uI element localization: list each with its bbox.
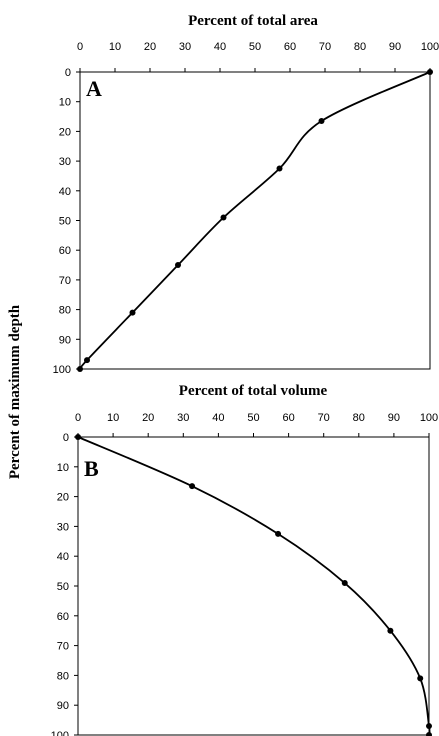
panel-b-y-tick-label: 90: [57, 700, 69, 712]
panel-b-x-tick-label: 80: [353, 412, 365, 424]
panel-a-y-tick-label: 40: [59, 186, 71, 198]
panel-a-x-tick-label: 90: [389, 41, 401, 53]
panel-b-data-point: [387, 627, 394, 634]
panel-b-y-tick-label: 70: [57, 641, 69, 653]
panel-b-y-tick-label: 100: [51, 730, 69, 736]
panel-a-x-tick-label: 30: [179, 41, 191, 53]
panel-b-x-tick-label: 90: [388, 412, 400, 424]
panel-b-x-tick-label: 30: [177, 412, 189, 424]
panel-b-x-tick-label: 70: [318, 412, 330, 424]
panel-a-x-ticks: 0 10 20 30 40 50 60 70 80 90 100: [77, 41, 439, 72]
panel-a-data-point: [276, 165, 283, 172]
panel-a-x-tick-label: 70: [319, 41, 331, 53]
panel-a: Percent of total area A 0 10 20 30 40 50 60 70 8…: [53, 13, 439, 376]
panel-b-letter: B: [84, 456, 99, 481]
panel-a-x-tick-label: 80: [354, 41, 366, 53]
panel-a-plot-frame: [79, 71, 431, 370]
panel-a-y-tick-label: 20: [59, 126, 71, 138]
panel-a-data-point: [84, 357, 90, 364]
panel-b-x-tick-label: 50: [247, 412, 259, 424]
panel-b-y-tick-label: 80: [57, 670, 69, 682]
panel-b-y-tick-label: 30: [57, 521, 69, 533]
panel-a-data-point: [77, 366, 83, 372]
panel-a-y-tick-label: 50: [59, 216, 71, 228]
panel-a-data-point: [318, 118, 325, 125]
panel-b-x-tick-label: 10: [107, 412, 119, 424]
panel-b-data-point: [189, 483, 196, 490]
panel-a-x-tick-label: 50: [249, 41, 261, 53]
panel-b-data-point: [426, 723, 432, 730]
panel-a-data-point: [220, 214, 227, 221]
panel-b-x-tick-label: 100: [420, 412, 438, 424]
panel-b-y-tick-label: 20: [57, 492, 69, 504]
panel-b-y-ticks: 0 10 20 30 40 50 60 70 80 90 100: [51, 432, 78, 736]
panel-b-data-point: [341, 580, 348, 587]
panel-a-y-ticks: 0 10 20 30 40 50 60 70 80 90 100: [53, 67, 80, 376]
panel-b-x-tick-label: 60: [282, 412, 294, 424]
panel-a-y-tick-label: 70: [59, 275, 71, 287]
panel-a-title: Percent of total area: [188, 13, 318, 29]
panel-b-x-tick-label: 40: [212, 412, 224, 424]
panel-a-y-tick-label: 100: [53, 364, 71, 376]
panel-a-data-point: [427, 69, 433, 75]
panel-b-y-tick-label: 60: [57, 611, 69, 623]
y-axis-label: Percent of maximum depth: [7, 304, 23, 479]
panel-a-x-tick-label: 10: [109, 41, 121, 53]
panel-b-title: Percent of total volume: [179, 383, 328, 399]
panel-a-y-tick-label: 10: [59, 97, 71, 109]
panel-b-y-tick-label: 10: [57, 462, 69, 474]
panel-b-x-ticks: 0 10 20 30 40 50 60 70 80 90 100: [75, 412, 438, 437]
panel-b-y-tick-label: 50: [57, 581, 69, 593]
panel-b-x-tick-label: 0: [75, 412, 81, 424]
panel-b-x-tick-label: 20: [142, 412, 154, 424]
panel-b-plot-frame: [77, 436, 430, 736]
panel-a-y-tick-label: 60: [59, 245, 71, 257]
panel-a-y-tick-label: 80: [59, 305, 71, 317]
panel-b: Percent of total volume B 0 10 20 30 40 50 60 7…: [51, 383, 438, 736]
panel-a-x-tick-label: 100: [421, 41, 439, 53]
panel-b-data-point: [275, 530, 282, 537]
panel-a-x-tick-label: 20: [144, 41, 156, 53]
panel-a-y-tick-label: 90: [59, 334, 71, 346]
panel-a-letter: A: [86, 76, 102, 101]
panel-b-data-point: [417, 675, 424, 682]
panel-a-y-tick-label: 0: [65, 67, 71, 79]
panel-b-data-point: [426, 732, 432, 736]
panel-b-data-point: [75, 434, 81, 440]
panel-a-x-tick-label: 0: [77, 41, 83, 53]
panel-b-points: [75, 434, 432, 736]
panel-a-x-tick-label: 60: [284, 41, 296, 53]
panel-b-y-tick-label: 0: [63, 432, 69, 444]
panel-a-points: [77, 69, 433, 372]
panel-a-y-tick-label: 30: [59, 156, 71, 168]
panel-a-x-tick-label: 40: [214, 41, 226, 53]
panel-a-line: [79, 71, 431, 370]
panel-a-data-point: [129, 309, 136, 316]
panel-a-data-point: [175, 262, 181, 269]
panel-b-line: [77, 436, 431, 736]
panel-b-y-tick-label: 40: [57, 551, 69, 563]
